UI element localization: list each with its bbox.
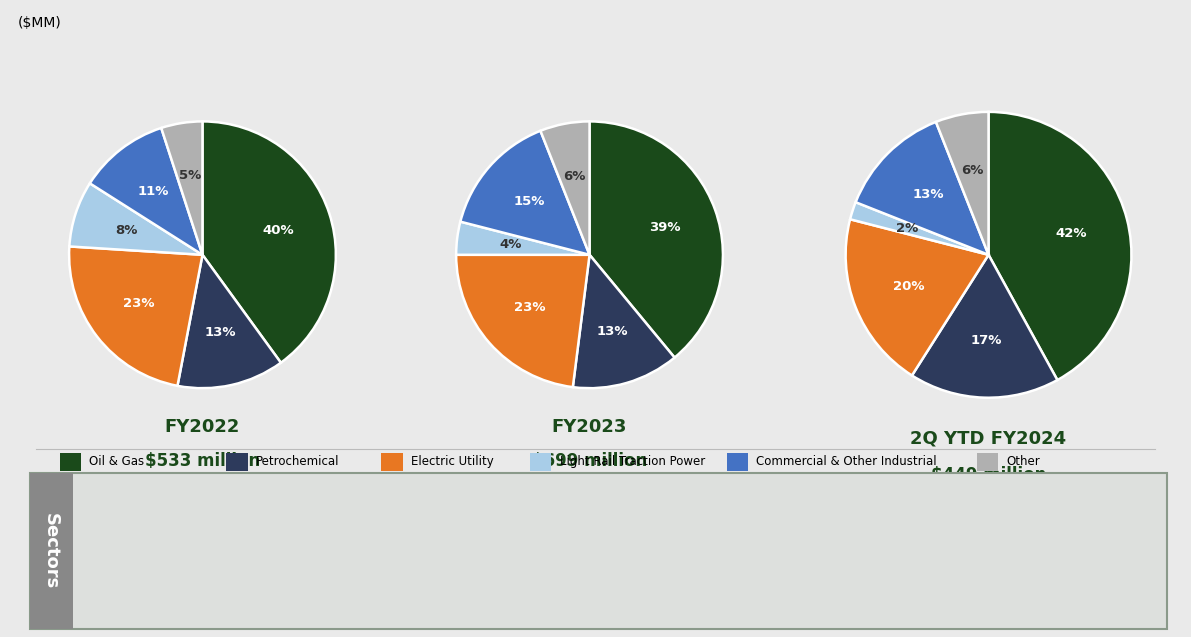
Text: 6%: 6% bbox=[563, 169, 586, 183]
Text: • Petrochemical: • Petrochemical bbox=[95, 509, 222, 523]
Wedge shape bbox=[590, 122, 723, 357]
Text: 13%: 13% bbox=[912, 188, 943, 201]
Wedge shape bbox=[461, 131, 590, 255]
Wedge shape bbox=[855, 122, 989, 255]
Text: • Electric Utility: • Electric Utility bbox=[95, 533, 219, 547]
Text: 2Q YTD FY2024: 2Q YTD FY2024 bbox=[910, 429, 1067, 447]
Text: • Commercial & Other Industrial: • Commercial & Other Industrial bbox=[95, 582, 348, 596]
Text: $449 million: $449 million bbox=[931, 466, 1046, 484]
Text: Petrochemical: Petrochemical bbox=[256, 455, 339, 468]
Text: 8%: 8% bbox=[116, 224, 137, 236]
Text: 11%: 11% bbox=[138, 185, 169, 198]
Wedge shape bbox=[850, 202, 989, 255]
Text: $533 million: $533 million bbox=[145, 452, 260, 470]
Text: Other: Other bbox=[1006, 455, 1040, 468]
Text: 6%: 6% bbox=[961, 164, 984, 177]
Text: 39%: 39% bbox=[649, 221, 680, 234]
Wedge shape bbox=[846, 219, 989, 375]
Text: Commercial & Other Industrial: Commercial & Other Industrial bbox=[756, 455, 937, 468]
Text: 40%: 40% bbox=[263, 224, 294, 236]
Text: • Light Rail Traction Power: • Light Rail Traction Power bbox=[95, 557, 306, 571]
Wedge shape bbox=[177, 255, 281, 388]
Text: ... Supporting global light rail infrastructure: ... Supporting global light rail infrast… bbox=[289, 557, 597, 571]
Text: 5%: 5% bbox=[179, 169, 201, 182]
Text: ... LNG, Hydrogen, Carbon Capture, Midstream/Downstream processing, pipelines: ... LNG, Hydrogen, Carbon Capture, Midst… bbox=[175, 485, 746, 499]
Wedge shape bbox=[161, 122, 202, 255]
Text: Sectors: Sectors bbox=[42, 513, 61, 589]
Text: 23%: 23% bbox=[124, 297, 155, 310]
Text: 42%: 42% bbox=[1056, 227, 1087, 240]
Wedge shape bbox=[202, 122, 336, 362]
Text: • Other: • Other bbox=[95, 606, 154, 620]
Wedge shape bbox=[69, 247, 202, 386]
Text: 2%: 2% bbox=[896, 222, 918, 235]
Text: ($MM): ($MM) bbox=[18, 16, 62, 30]
Wedge shape bbox=[456, 255, 590, 387]
Wedge shape bbox=[936, 112, 989, 255]
Wedge shape bbox=[989, 112, 1131, 380]
Text: FY2023: FY2023 bbox=[551, 417, 628, 436]
Text: 20%: 20% bbox=[893, 280, 924, 293]
Text: Oil & Gas: Oil & Gas bbox=[89, 455, 144, 468]
Text: 4%: 4% bbox=[499, 238, 522, 251]
Text: $699 million: $699 million bbox=[532, 452, 647, 470]
Wedge shape bbox=[89, 128, 202, 255]
Text: 13%: 13% bbox=[597, 325, 628, 338]
Wedge shape bbox=[541, 122, 590, 255]
Text: FY2022: FY2022 bbox=[164, 417, 241, 436]
Text: ... Downstream industrial transformational processes: ... Downstream industrial transformation… bbox=[204, 509, 576, 523]
Text: 13%: 13% bbox=[204, 326, 236, 340]
Text: ... Data Centers, Pulp & Paper, Mining: ... Data Centers, Pulp & Paper, Mining bbox=[318, 582, 585, 596]
Text: 15%: 15% bbox=[513, 196, 545, 208]
Text: • Oil & Gas: • Oil & Gas bbox=[95, 485, 181, 499]
Text: Electric Utility: Electric Utility bbox=[411, 455, 493, 468]
Text: 17%: 17% bbox=[971, 334, 1002, 347]
Text: ... Universities, Original Equipment Manufacturers, Government: ... Universities, Original Equipment Man… bbox=[145, 606, 592, 620]
Wedge shape bbox=[912, 255, 1058, 397]
Text: 23%: 23% bbox=[513, 301, 545, 314]
Text: Light Rail Traction Power: Light Rail Traction Power bbox=[560, 455, 705, 468]
Text: ... Targeting power distribution and power generation facilities: ... Targeting power distribution and pow… bbox=[225, 533, 663, 547]
Wedge shape bbox=[573, 255, 674, 388]
Wedge shape bbox=[69, 183, 202, 255]
Wedge shape bbox=[456, 222, 590, 255]
